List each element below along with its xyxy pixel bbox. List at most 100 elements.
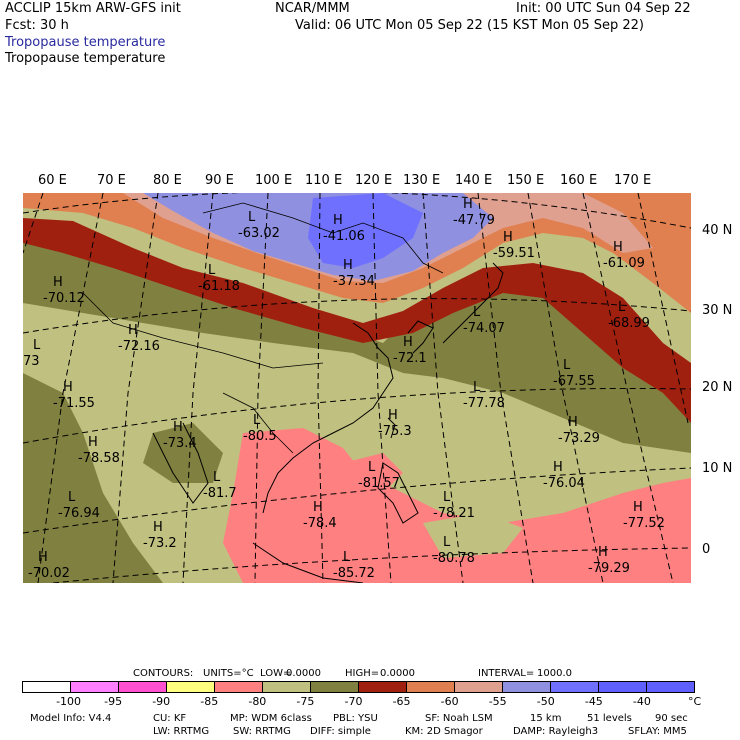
extremum-value: -76.94: [58, 506, 100, 521]
extremum-value: -80.5: [243, 429, 277, 444]
colorbar-tick-label: -50: [536, 695, 555, 708]
band-minus80-indochina: [253, 433, 298, 468]
tropopause-temperature-map: L-63.02H-41.06H-37.34H-47.79H-59.51 H-61.…: [23, 193, 691, 583]
sw-scheme: SW: RRTMG: [233, 726, 291, 737]
contours-label: CONTOURS:: [133, 668, 194, 679]
map-panel: L -63.02 H -41.06 H -37.34 H -47.79 H -59.51 H -61.…: [23, 193, 691, 583]
band-minus70-southwest: [23, 373, 163, 583]
colorbar-swatch: [503, 682, 551, 692]
extremum-type: H: [128, 323, 138, 338]
extremum-type: H: [463, 197, 473, 212]
extremum-type: L: [343, 550, 351, 565]
band-minus65: [23, 218, 691, 423]
extremum-type: H: [153, 520, 163, 535]
extremum-type: H: [598, 545, 608, 560]
units-label: UNITS=°C: [203, 668, 254, 679]
extremum-value: -81.57: [358, 476, 400, 491]
colorbar-unit: °C: [688, 695, 702, 708]
lon-label: 80 E: [153, 173, 182, 188]
country-borders: [82, 202, 444, 454]
band-minus75-sea: [423, 513, 523, 558]
coastlines: [152, 262, 504, 583]
colorbar-tick-label: -95: [104, 695, 123, 708]
extremum-type: H: [38, 550, 48, 565]
lat-label: 30 N: [702, 303, 733, 318]
extremum-value: -61.18: [198, 279, 240, 294]
km-scheme: KM: 2D Smagor: [405, 726, 483, 737]
lat-label: 10 N: [702, 461, 733, 476]
extremum-type: L: [443, 535, 451, 550]
extremum-type: H: [403, 335, 413, 350]
band-minus45: [308, 193, 423, 268]
extremum-type: L: [563, 358, 571, 373]
extremum-value: -37.34: [333, 274, 375, 289]
extremum-type: L: [618, 300, 626, 315]
extremum-value: -70.02: [28, 566, 70, 581]
extremum-type: H: [333, 213, 343, 228]
extremum-type: H: [613, 240, 623, 255]
extremum-value: -59.51: [493, 246, 535, 261]
colorbar-swatch: [551, 682, 599, 692]
colorbar-swatch: [263, 682, 311, 692]
colorbar-tick-label: -80: [248, 695, 267, 708]
init-time: Init: 00 UTC Sun 04 Sep 22: [516, 1, 691, 16]
extremum-value: -73.2: [143, 536, 177, 551]
model-title: ACCLIP 15km ARW-GFS init: [5, 1, 181, 16]
extremum-value: -77.52: [623, 516, 665, 531]
lon-label: 150 E: [507, 173, 545, 188]
extremum-type: H: [388, 408, 398, 423]
colorbar-swatch: [647, 682, 694, 692]
extremum-type: L: [473, 380, 481, 395]
extremum-type: H: [53, 275, 63, 290]
band-minus80-tropics: [223, 428, 691, 583]
lon-label: 70 E: [97, 173, 126, 188]
colorbar-swatch: [359, 682, 407, 692]
low-value: 0.0000: [286, 668, 321, 679]
extremum-value: -63.02: [238, 226, 280, 241]
band-minus80-islands: [343, 453, 403, 493]
colorbar-tick-label: -55: [488, 695, 507, 708]
vertical-levels: 51 levels: [587, 713, 632, 724]
colorbar-swatch: [23, 682, 71, 692]
extremum-type: L: [68, 490, 76, 505]
valid-time: Valid: 06 UTC Mon 05 Sep 22 (15 KST Mon …: [295, 18, 645, 33]
extremum-value: -74.07: [463, 321, 505, 336]
mp-scheme: MP: WDM 6class: [230, 713, 312, 724]
extremum-value: -71.55: [53, 396, 95, 411]
extremum-value: -75.3: [378, 424, 412, 439]
colorbar-swatch: [455, 682, 503, 692]
extrema-labels: L-63.02H-41.06H-37.34H-47.79H-59.51 H-61.…: [23, 197, 665, 581]
lon-label: 140 E: [455, 173, 493, 188]
lon-label: 110 E: [305, 173, 343, 188]
colorbar-swatch: [119, 682, 167, 692]
colorbar-tick-label: -90: [152, 695, 171, 708]
extremum-type: L: [473, 305, 481, 320]
extremum-value: -77.78: [463, 396, 505, 411]
lon-label: 120 E: [355, 173, 393, 188]
extremum-type: L: [248, 210, 256, 225]
extremum-type: H: [503, 230, 513, 245]
extremum-type: L: [213, 470, 221, 485]
extremum-value: -67.55: [553, 374, 595, 389]
model-info: Model Info: V4.4: [30, 713, 112, 724]
colorbar-tick-label: -85: [200, 695, 219, 708]
colorbar-swatch: [71, 682, 119, 692]
damp-scheme: DAMP: Rayleigh3: [513, 726, 599, 737]
colorbar-tick-label: -100: [56, 695, 82, 708]
extremum-value: -73.29: [558, 431, 600, 446]
low-label: LOW=: [260, 668, 292, 679]
extremum-value: -79.29: [588, 561, 630, 576]
lw-scheme: LW: RRTMG: [153, 726, 210, 737]
lat-label: 40 N: [702, 223, 733, 238]
extremum-value: -78.4: [303, 516, 337, 531]
colorbar-tick-label: -70: [344, 695, 363, 708]
extremum-value: -47.79: [453, 213, 495, 228]
extremum-value: -41.06: [323, 229, 365, 244]
lat-label: 20 N: [702, 380, 733, 395]
sflay-scheme: SFLAY: MM5: [628, 726, 687, 737]
lon-label: 100 E: [255, 173, 293, 188]
extremum-type: H: [568, 415, 578, 430]
diff-scheme: DIFF: simple: [310, 726, 371, 737]
extremum-type: H: [343, 258, 353, 273]
colorbar-swatch: [167, 682, 215, 692]
